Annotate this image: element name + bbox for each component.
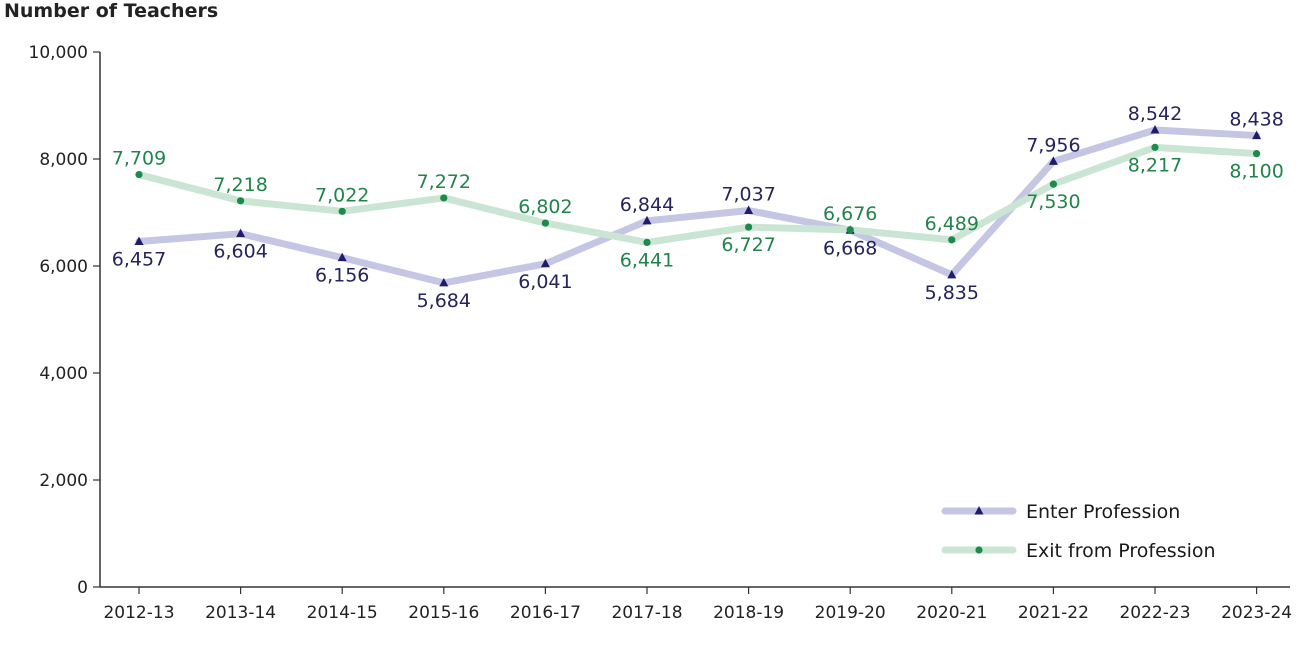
series-line-enter — [135, 126, 1261, 287]
enter-data-label: 6,041 — [518, 271, 572, 293]
exit-data-label: 7,709 — [112, 148, 166, 170]
legend-label-enter: Enter Profession — [1026, 501, 1180, 523]
exit-point — [237, 197, 245, 205]
x-tick-label: 2017-18 — [611, 603, 682, 623]
x-tick-label: 2014-15 — [307, 603, 378, 623]
x-tick-label: 2018-19 — [713, 603, 784, 623]
enter-point — [744, 205, 754, 215]
enter-point — [439, 277, 449, 287]
exit-data-label: 6,441 — [620, 249, 674, 271]
enter-point — [947, 269, 957, 279]
y-tick-label: 0 — [77, 578, 88, 598]
y-tick-label: 8,000 — [39, 150, 88, 170]
exit-data-label: 7,218 — [213, 174, 267, 196]
enter-point — [236, 228, 246, 238]
exit-point — [1049, 180, 1057, 188]
x-tick-label: 2013-14 — [205, 603, 276, 623]
x-tick-label: 2012-13 — [103, 603, 174, 623]
exit-data-label: 8,100 — [1229, 161, 1283, 183]
enter-data-label: 8,438 — [1229, 109, 1283, 131]
y-tick-label: 2,000 — [39, 471, 88, 491]
enter-point — [1252, 130, 1262, 140]
exit-point — [948, 236, 956, 244]
y-tick-label: 4,000 — [39, 364, 88, 384]
x-tick-label: 2019-20 — [815, 603, 886, 623]
x-tick-label: 2015-16 — [408, 603, 479, 623]
exit-point — [1253, 150, 1261, 158]
legend-label-exit: Exit from Profession — [1026, 540, 1216, 562]
enter-point — [540, 258, 550, 268]
x-tick-label: 2021-22 — [1018, 603, 1089, 623]
legend-marker-enter — [974, 506, 984, 515]
legend-marker-exit — [975, 546, 983, 554]
enter-data-label: 5,684 — [417, 290, 471, 312]
enter-data-label: 6,604 — [213, 241, 267, 263]
x-tick-label: 2020-21 — [916, 603, 987, 623]
exit-point — [745, 223, 753, 231]
exit-data-label: 8,217 — [1128, 154, 1182, 176]
exit-point — [541, 219, 550, 227]
exit-data-label: 7,022 — [315, 184, 369, 206]
enter-data-label: 6,668 — [823, 237, 877, 259]
y-tick-label: 6,000 — [39, 257, 88, 277]
enter-data-label: 6,844 — [620, 194, 674, 216]
enter-data-label: 7,037 — [721, 184, 775, 206]
exit-data-label: 6,676 — [823, 203, 877, 225]
exit-data-label: 6,489 — [925, 213, 979, 235]
enter-data-label: 5,835 — [925, 282, 979, 304]
enter-point — [1150, 125, 1160, 134]
exit-point — [135, 170, 143, 179]
series-line-exit — [135, 143, 1261, 246]
exit-point — [1151, 143, 1159, 151]
x-tick-label: 2016-17 — [510, 603, 581, 623]
exit-point — [338, 207, 346, 215]
exit-data-label: 7,530 — [1026, 191, 1080, 213]
exit-point — [440, 194, 448, 202]
y-tick-label: 10,000 — [29, 43, 88, 63]
exit-point — [643, 238, 651, 247]
enter-data-label: 6,457 — [112, 249, 166, 271]
enter-data-label: 6,156 — [315, 265, 369, 287]
exit-point — [846, 226, 854, 234]
enter-data-label: 7,956 — [1026, 134, 1080, 156]
y-axis-title: Number of Teachers — [4, 0, 219, 22]
enter-point — [1048, 156, 1058, 165]
enter-data-label: 8,542 — [1128, 103, 1182, 125]
x-tick-label: 2023-24 — [1221, 603, 1292, 623]
enter-point — [337, 252, 347, 262]
exit-data-label: 7,272 — [417, 171, 471, 193]
exit-data-label: 6,802 — [518, 196, 572, 218]
enter-point — [642, 215, 652, 225]
exit-data-label: 6,727 — [721, 234, 775, 256]
enter-point — [134, 236, 144, 246]
x-tick-label: 2022-23 — [1119, 603, 1190, 623]
